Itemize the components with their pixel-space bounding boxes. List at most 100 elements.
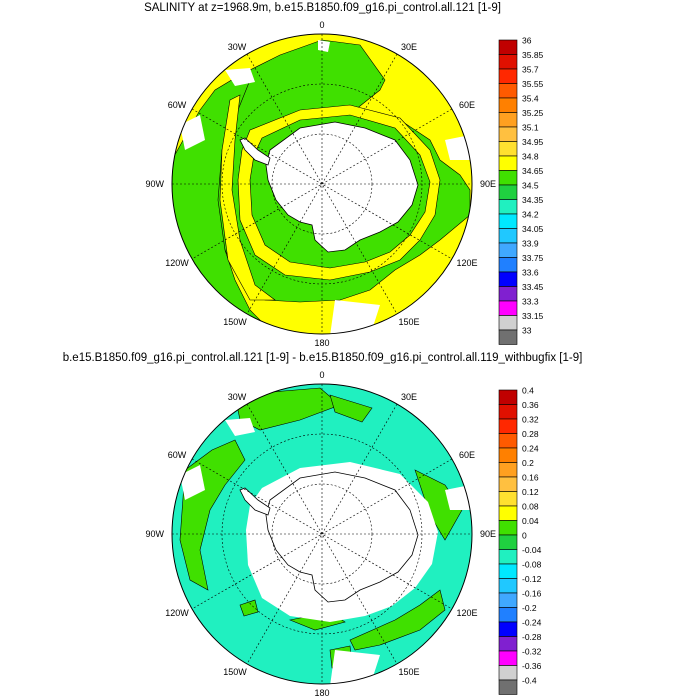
colorbar-label: 0.32 xyxy=(522,415,539,425)
colorbar-swatch xyxy=(498,213,518,229)
lon-label: 150W xyxy=(223,317,247,327)
lon-label: 90E xyxy=(480,529,496,539)
salinity-panel: SALINITY at z=1968.9m, b.e15.B1850.f09_g… xyxy=(144,2,544,348)
yellow-strip-west xyxy=(219,94,276,301)
colorbar-swatch xyxy=(498,54,518,70)
colorbar-swatch xyxy=(498,520,518,536)
graticule xyxy=(172,384,472,684)
lon-label: 90W xyxy=(145,179,164,189)
land-patch xyxy=(225,68,255,86)
colorbar-swatch xyxy=(498,650,518,666)
lon-label: 60E xyxy=(459,450,475,460)
colorbar-label: -0.24 xyxy=(522,618,542,628)
colorbar-swatch xyxy=(498,534,518,550)
land-patch xyxy=(318,40,330,52)
colorbar-label: 34.65 xyxy=(522,166,544,176)
colorbar-swatch xyxy=(498,592,518,608)
lon-label: 0 xyxy=(319,20,324,30)
colorbar-label: 33.75 xyxy=(522,253,544,263)
land-patch xyxy=(180,115,205,150)
colorbar-swatch xyxy=(498,549,518,565)
longitude-labels: 0 180 90W 90E 30W 60W 120W 150W 30E 60E … xyxy=(145,370,496,698)
lon-label: 120W xyxy=(165,608,189,618)
colorbar-swatch xyxy=(498,462,518,478)
colorbar-label: 35.25 xyxy=(522,108,544,118)
panel-title: SALINITY at z=1968.9m, b.e15.B1850.f09_g… xyxy=(144,2,501,14)
antarctic-peninsula xyxy=(239,487,271,516)
colorbar-swatch xyxy=(498,155,518,171)
colorbar-swatch xyxy=(498,126,518,142)
lon-label: 150W xyxy=(223,667,247,677)
colorbar-swatch xyxy=(498,83,518,99)
colorbar-swatch xyxy=(498,636,518,652)
colorbar-label: -0.08 xyxy=(522,560,542,570)
colorbar-label: -0.16 xyxy=(522,589,542,599)
longitude-labels: 0 180 90W 90E 30W 60W 120W 150W 30E 60E … xyxy=(145,20,496,348)
panel-title: b.e15.B1850.f09_g16.pi_control.all.121 [… xyxy=(62,352,583,364)
lon-label: 30E xyxy=(401,42,417,52)
colorbar-swatch xyxy=(498,39,518,55)
colorbar-label: 34.5 xyxy=(522,181,539,191)
lon-label: 0 xyxy=(319,370,324,380)
colorbar-label: 34.95 xyxy=(522,137,544,147)
land-patch xyxy=(445,135,472,160)
polar-map-svg: 0 180 90W 90E 30W 60W 120W 150W 30E 60E … xyxy=(145,20,544,348)
lon-label: 60W xyxy=(168,100,187,110)
colorbar-label: 0 xyxy=(522,531,527,541)
colorbar-swatch xyxy=(498,286,518,302)
land-patch xyxy=(445,485,472,510)
colorbar-label: 0.16 xyxy=(522,473,539,483)
lon-label: 180 xyxy=(314,688,329,698)
colorbar-label: 35.7 xyxy=(522,65,539,75)
colorbar-label: 0.12 xyxy=(522,487,539,497)
difference-panel: b.e15.B1850.f09_g16.pi_control.all.121 [… xyxy=(0,350,700,700)
colorbar-swatch xyxy=(498,141,518,157)
colorbar-swatch xyxy=(498,257,518,273)
colorbar-swatch xyxy=(498,621,518,637)
colorbar-swatch xyxy=(498,170,518,186)
colorbar-swatch xyxy=(498,97,518,113)
colorbar-label: 0.36 xyxy=(522,400,539,410)
antarctica xyxy=(265,471,419,603)
colorbar-label: 35.55 xyxy=(522,79,544,89)
colorbar-label: 35.85 xyxy=(522,50,544,60)
colorbar-swatch xyxy=(498,242,518,258)
colorbar-swatch xyxy=(498,329,518,345)
green-patch xyxy=(329,394,373,423)
colorbar-swatch xyxy=(498,300,518,316)
colorbar-label: 0.28 xyxy=(522,429,539,439)
colorbar-label: -0.4 xyxy=(522,676,537,686)
colorbar-label: 35.1 xyxy=(522,123,539,133)
map-border xyxy=(171,33,473,335)
green-patch xyxy=(349,589,446,651)
lon-label: 60E xyxy=(459,100,475,110)
lon-label: 90E xyxy=(480,179,496,189)
colorbar-label: -0.28 xyxy=(522,632,542,642)
colorbar-swatch xyxy=(498,228,518,244)
colorbar-swatch xyxy=(498,112,518,128)
colorbar-label: 33.3 xyxy=(522,297,539,307)
colorbar-label: 0.08 xyxy=(522,502,539,512)
colorbar-swatch xyxy=(498,665,518,681)
map-border xyxy=(171,383,473,685)
graticule xyxy=(172,34,472,334)
lon-label: 150E xyxy=(398,317,419,327)
antarctic-peninsula xyxy=(239,137,271,166)
colorbar-swatch xyxy=(498,505,518,521)
colorbar-label: -0.04 xyxy=(522,545,542,555)
colorbar-label: 33 xyxy=(522,326,532,336)
colorbar-label: 0.04 xyxy=(522,516,539,526)
colorbar: 0.4 0.36 0.32 0.28 0.24 0.2 0.16 0.12 0.08 0.04 0 -… xyxy=(498,386,542,695)
colorbar-label: 34.35 xyxy=(522,195,544,205)
colorbar-swatch xyxy=(498,389,518,405)
colorbar-label: 33.6 xyxy=(522,268,539,278)
colorbar-swatch xyxy=(498,271,518,287)
map-fill xyxy=(172,34,472,334)
colorbar-label: 33.45 xyxy=(522,282,544,292)
land-patch xyxy=(180,465,205,500)
colorbar-swatch xyxy=(498,433,518,449)
colorbar-swatch xyxy=(498,184,518,200)
colorbar-label: -0.32 xyxy=(522,647,542,657)
colorbar-swatch xyxy=(498,607,518,623)
lon-label: 120W xyxy=(165,258,189,268)
